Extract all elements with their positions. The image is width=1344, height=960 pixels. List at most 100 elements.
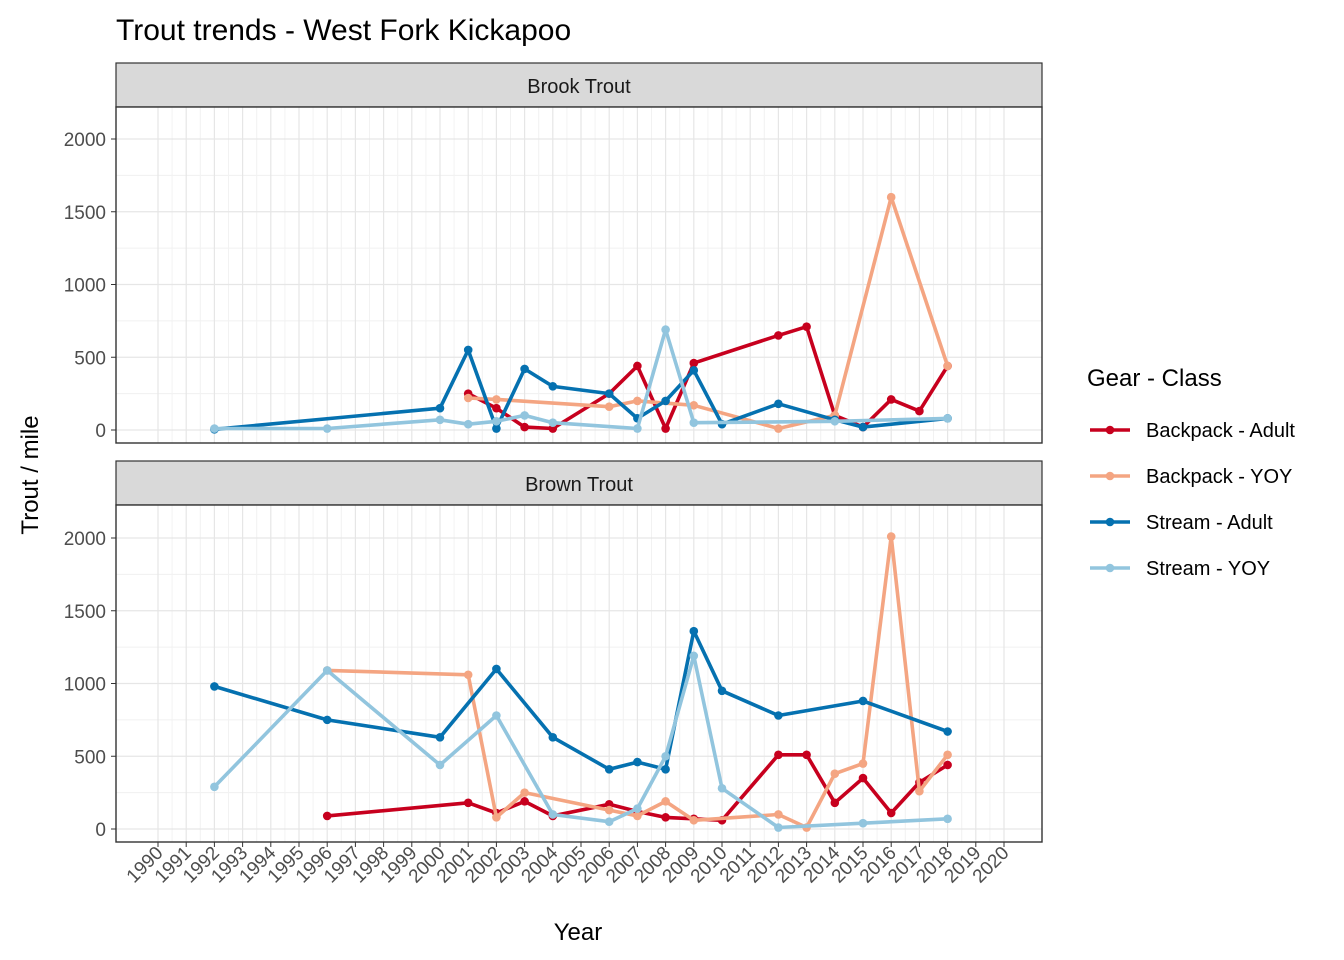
data-point — [435, 403, 445, 413]
panel-brown-trout: Brown Trout 0 500 1000 1500 2000 — [64, 460, 1043, 843]
panel-border — [115, 504, 1043, 843]
data-point — [210, 424, 219, 433]
data-point — [774, 823, 783, 832]
data-point — [520, 797, 529, 806]
legend-entry-stream-adult: Stream - Adult — [1090, 512, 1273, 534]
data-point — [322, 715, 332, 725]
data-point — [463, 670, 473, 680]
data-point — [633, 396, 642, 406]
data-point — [492, 403, 501, 413]
series-stream-yoy — [210, 651, 952, 832]
y-tick-label: 1500 — [64, 602, 106, 623]
data-point — [520, 411, 529, 420]
data-point — [210, 782, 219, 792]
data-point — [830, 798, 840, 808]
facet-strip — [115, 62, 1043, 108]
data-point — [886, 192, 896, 202]
data-point — [633, 804, 642, 813]
data-point — [435, 733, 445, 742]
x-axis-title: Year — [554, 919, 603, 946]
data-point — [717, 783, 727, 793]
data-point — [633, 811, 642, 821]
data-point — [661, 396, 670, 406]
data-point — [830, 769, 840, 779]
data-point — [915, 786, 924, 796]
data-point — [886, 532, 896, 541]
data-point — [661, 765, 670, 774]
data-point — [858, 818, 868, 828]
series-backpack-yoy — [463, 192, 952, 433]
facet-panels: Brook Trout 0 500 1000 1500 2000 Brown Trout 0 5… — [64, 62, 1043, 843]
data-point — [604, 805, 614, 815]
data-point — [830, 416, 840, 426]
data-point — [774, 810, 783, 819]
legend-point — [1105, 471, 1115, 481]
data-point — [689, 418, 699, 428]
legend-label: Backpack - YOY — [1146, 466, 1292, 488]
data-point — [689, 626, 699, 636]
legend-label: Stream - Adult — [1146, 512, 1273, 534]
data-point — [604, 765, 614, 774]
data-point — [322, 424, 332, 433]
data-point — [322, 666, 332, 675]
data-point — [604, 389, 614, 398]
data-point — [858, 696, 868, 706]
data-point — [520, 364, 529, 374]
legend-point — [1105, 425, 1115, 435]
data-point — [943, 760, 952, 770]
legend-point — [1105, 517, 1115, 527]
data-point — [661, 325, 670, 334]
data-point — [774, 750, 783, 760]
data-point — [717, 686, 727, 696]
data-point — [463, 419, 473, 429]
data-point — [492, 395, 501, 404]
data-point — [774, 711, 783, 720]
data-point — [520, 788, 529, 797]
data-point — [492, 664, 501, 674]
legend-point — [1105, 563, 1115, 573]
data-point — [604, 817, 614, 827]
plot-area — [116, 505, 1042, 842]
data-point — [943, 361, 952, 371]
data-point — [435, 415, 445, 425]
data-point — [774, 424, 783, 433]
legend-entry-stream-yoy: Stream - YOY — [1090, 558, 1270, 580]
data-point — [463, 393, 473, 403]
data-point — [661, 751, 670, 761]
y-axis-title: Trout / mile — [17, 415, 44, 534]
data-point — [689, 358, 699, 368]
data-point — [520, 422, 529, 432]
chart-title: Trout trends - West Fork Kickapoo — [116, 14, 571, 47]
data-point — [633, 424, 642, 433]
data-point — [689, 815, 699, 825]
data-point — [886, 808, 896, 818]
data-point — [435, 760, 445, 770]
data-point — [633, 757, 642, 767]
data-point — [915, 406, 924, 416]
data-point — [492, 813, 501, 822]
x-axis: 1990199119921993199419951996199719981999… — [123, 842, 1014, 887]
y-tick-label: 1000 — [64, 276, 106, 297]
series-stream-yoy — [210, 325, 952, 433]
data-point — [802, 322, 811, 331]
data-point — [604, 402, 614, 412]
data-point — [943, 414, 952, 423]
panel-border — [115, 106, 1043, 444]
series-stream-adult — [210, 626, 952, 774]
facet-strip-label: Brook Trout — [527, 76, 631, 98]
data-point — [548, 382, 558, 391]
data-point — [802, 750, 811, 760]
data-point — [943, 814, 952, 824]
data-point — [661, 797, 670, 806]
data-point — [858, 759, 868, 768]
y-tick-label: 1000 — [64, 675, 106, 696]
data-point — [858, 773, 868, 783]
facet-strip-label: Brown Trout — [525, 474, 633, 496]
data-point — [548, 733, 558, 742]
data-point — [492, 711, 501, 720]
data-point — [774, 331, 783, 340]
legend-title: Gear - Class — [1087, 365, 1222, 392]
y-tick-label: 0 — [95, 820, 106, 841]
legend-label: Backpack - Adult — [1146, 420, 1295, 442]
